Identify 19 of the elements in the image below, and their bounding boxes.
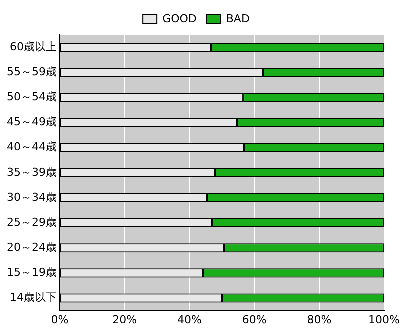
x-tick-label: 60% [242, 313, 267, 326]
y-tick-label: 50～54歳 [6, 90, 57, 104]
y-tick-label: 45～49歳 [6, 116, 57, 129]
x-tick-label: 0% [51, 313, 69, 326]
y-tick-label: 35～39歳 [6, 166, 57, 179]
y-tick-label: 15～19歳 [6, 266, 57, 280]
y-tick-label: 40～44歳 [6, 140, 57, 154]
y-tick-label: 55～59歳 [6, 65, 57, 78]
x-tick-label: 40% [177, 313, 202, 326]
y-tick-label: 30～34歳 [6, 190, 57, 204]
y-tick-label: 25～29歳 [6, 216, 57, 229]
y-tick-label: 14歳以下 [10, 291, 57, 304]
y-tick-label: 20～24歳 [6, 240, 57, 254]
y-tick-label: 60歳以上 [10, 40, 57, 54]
legend-label: GOOD [162, 12, 197, 26]
x-tick-label: 100% [368, 313, 400, 326]
legend-label: BAD [226, 12, 250, 26]
x-tick-label: 20% [112, 313, 138, 326]
x-tick-label: 80% [307, 313, 332, 326]
